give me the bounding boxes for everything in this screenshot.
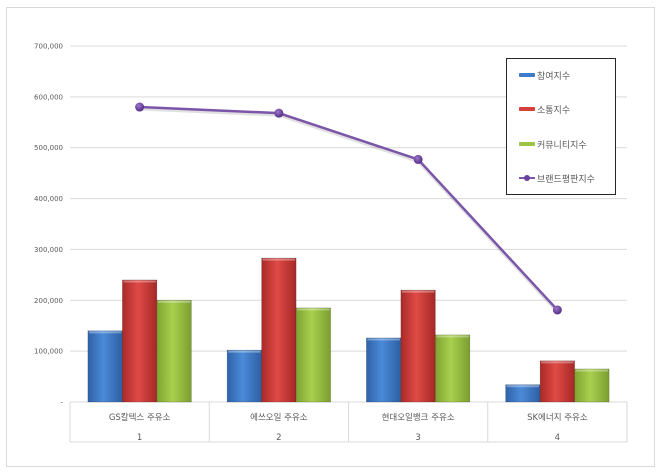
bar-1 xyxy=(400,289,436,403)
category-label: 현대오일뱅크 주유소 xyxy=(382,412,455,423)
legend-line-marker-icon xyxy=(519,173,535,183)
bar-2 xyxy=(156,299,192,403)
legend-swatch-red xyxy=(519,107,535,111)
line-marker-icon xyxy=(135,102,145,112)
legend-label: 브랜드평판지수 xyxy=(537,174,595,185)
bar-0 xyxy=(505,384,541,403)
category-label: GS칼텍스 주유소 xyxy=(109,412,171,423)
bar-2 xyxy=(295,307,331,403)
legend-swatch-blue xyxy=(519,73,535,77)
legend-item-communication: 소통지수 xyxy=(519,102,570,116)
y-tick-label: 600,000 xyxy=(34,93,63,101)
category-label: SK에너지 주유소 xyxy=(527,412,588,423)
line-marker-icon xyxy=(552,305,562,315)
brand-reputation-line xyxy=(139,105,559,311)
category-number: 3 xyxy=(415,433,420,443)
legend-item-participation: 참여지수 xyxy=(519,68,570,82)
legend-swatch-green xyxy=(519,142,535,146)
y-tick-label: 200,000 xyxy=(34,297,63,305)
legend-label: 소통지수 xyxy=(537,105,571,116)
category-label: 에쓰오일 주유소 xyxy=(250,413,308,423)
y-tick-label: 300,000 xyxy=(34,246,63,254)
line-marker-icon xyxy=(274,108,284,118)
bar-1 xyxy=(261,257,297,403)
line-marker-icon xyxy=(413,154,423,164)
y-tick-label: - xyxy=(60,399,63,407)
y-tick-label: 400,000 xyxy=(34,195,63,203)
category-number: 2 xyxy=(276,433,281,443)
category-axis: GS칼텍스 주유소 1 에쓰오일 주유소 2 현대오일뱅크 주유소 3 SK에너지 주유소 4 xyxy=(69,401,628,443)
category-number: 4 xyxy=(555,433,560,443)
y-tick-label: 700,000 xyxy=(34,43,63,51)
legend-label: 참여지수 xyxy=(537,71,571,82)
bar-2 xyxy=(574,368,610,403)
line-series-brand-reputation xyxy=(135,102,562,315)
bar-series xyxy=(87,257,610,403)
y-axis-ticks: - 100,000 200,000 300,000 400,000 500,000 600,… xyxy=(34,43,63,407)
legend-item-brand-reputation: 브랜드평판지수 xyxy=(519,171,595,185)
y-tick-label: 500,000 xyxy=(34,144,63,152)
legend: 참여지수 소통지수 커뮤니티지수 브랜드평판지수 xyxy=(506,58,616,195)
bar-2 xyxy=(435,334,471,403)
y-tick-label: 100,000 xyxy=(34,348,63,356)
bar-1 xyxy=(122,279,158,403)
legend-label: 커뮤니티지수 xyxy=(537,140,587,151)
bar-0 xyxy=(87,330,123,403)
bar-0 xyxy=(226,349,262,403)
bar-1 xyxy=(539,360,575,403)
legend-item-community: 커뮤니티지수 xyxy=(519,137,587,151)
bar-0 xyxy=(366,337,402,403)
category-number: 1 xyxy=(137,433,142,443)
